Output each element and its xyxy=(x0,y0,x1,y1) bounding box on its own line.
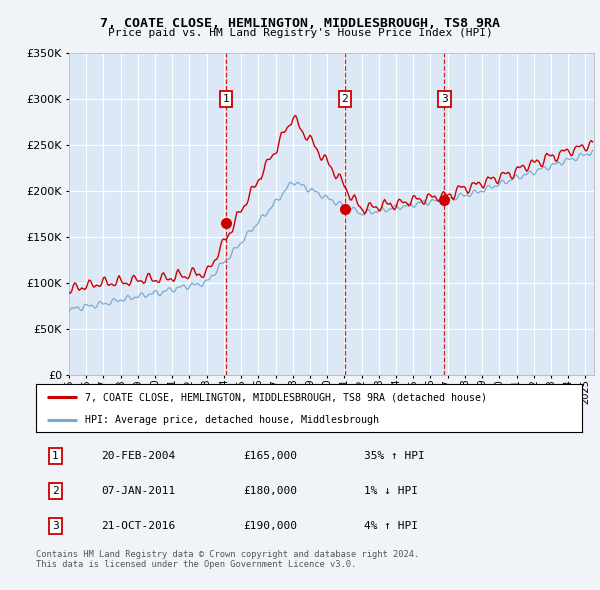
Text: 1% ↓ HPI: 1% ↓ HPI xyxy=(364,486,418,496)
Text: £165,000: £165,000 xyxy=(244,451,298,461)
Text: 1: 1 xyxy=(223,94,230,104)
Text: 2: 2 xyxy=(341,94,348,104)
Text: 20-FEB-2004: 20-FEB-2004 xyxy=(101,451,176,461)
Text: 07-JAN-2011: 07-JAN-2011 xyxy=(101,486,176,496)
Text: 7, COATE CLOSE, HEMLINGTON, MIDDLESBROUGH, TS8 9RA: 7, COATE CLOSE, HEMLINGTON, MIDDLESBROUG… xyxy=(100,17,500,30)
Text: £180,000: £180,000 xyxy=(244,486,298,496)
Text: 4% ↑ HPI: 4% ↑ HPI xyxy=(364,521,418,531)
Text: 1: 1 xyxy=(52,451,58,461)
Text: 21-OCT-2016: 21-OCT-2016 xyxy=(101,521,176,531)
Text: 3: 3 xyxy=(52,521,58,531)
Text: Contains HM Land Registry data © Crown copyright and database right 2024.
This d: Contains HM Land Registry data © Crown c… xyxy=(36,550,419,569)
Text: 3: 3 xyxy=(441,94,448,104)
Text: Price paid vs. HM Land Registry's House Price Index (HPI): Price paid vs. HM Land Registry's House … xyxy=(107,28,493,38)
Text: 7, COATE CLOSE, HEMLINGTON, MIDDLESBROUGH, TS8 9RA (detached house): 7, COATE CLOSE, HEMLINGTON, MIDDLESBROUG… xyxy=(85,392,487,402)
Text: HPI: Average price, detached house, Middlesbrough: HPI: Average price, detached house, Midd… xyxy=(85,415,379,425)
Text: £190,000: £190,000 xyxy=(244,521,298,531)
Text: 2: 2 xyxy=(52,486,58,496)
Text: 35% ↑ HPI: 35% ↑ HPI xyxy=(364,451,424,461)
